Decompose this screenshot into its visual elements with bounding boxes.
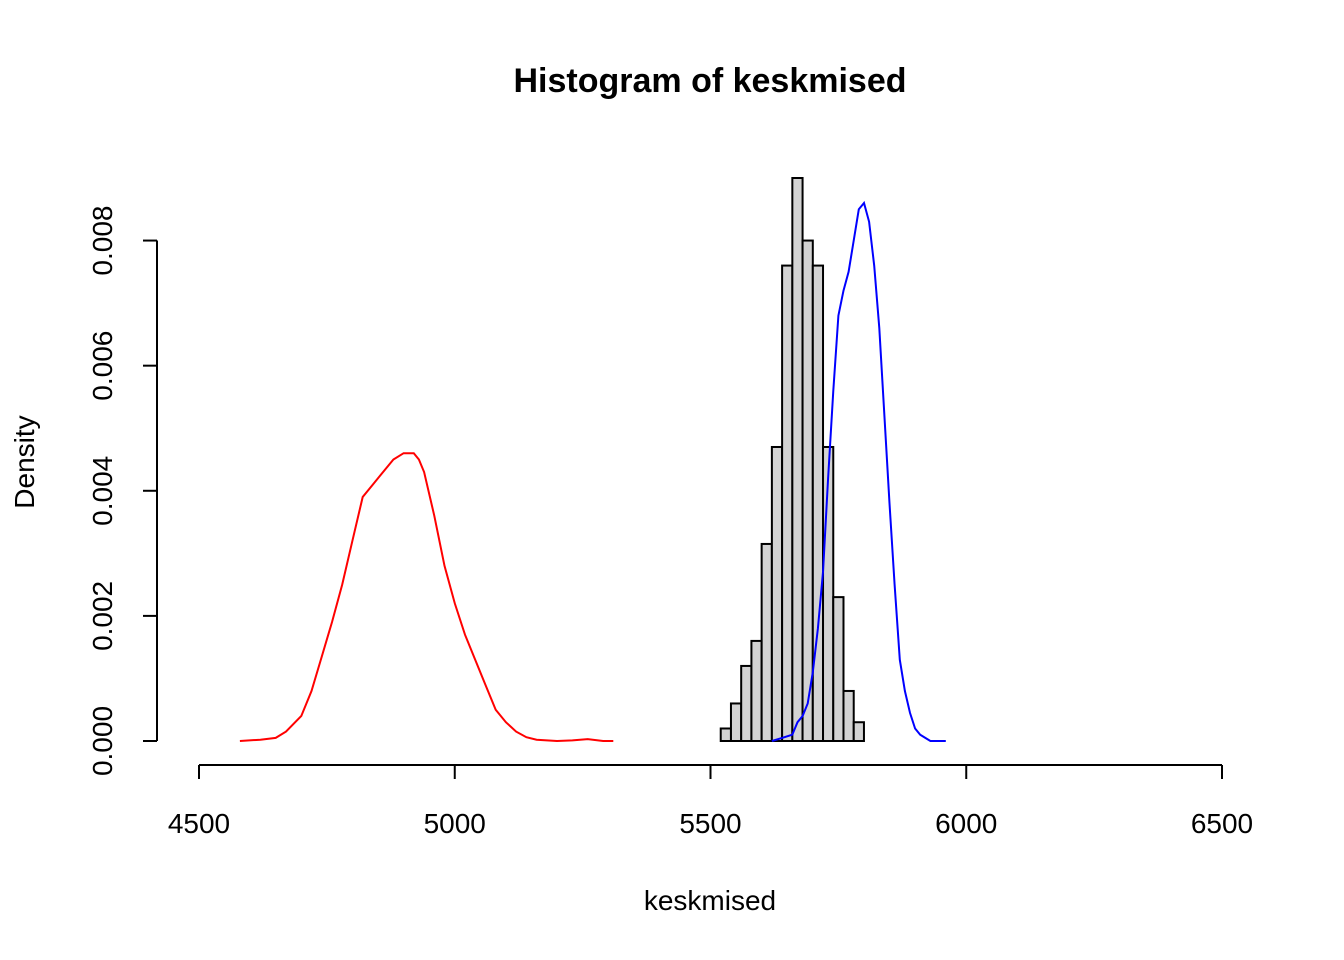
histogram-bar <box>740 664 753 743</box>
histogram-bar <box>781 264 794 742</box>
x-tick-label: 5500 <box>679 808 741 839</box>
x-axis: 4500 5000 5500 6000 6500 <box>168 764 1253 839</box>
histogram-bar <box>770 445 784 742</box>
histogram-bar <box>750 639 763 743</box>
y-tick-label: 0.000 <box>87 706 118 776</box>
x-tick-label: 4500 <box>168 808 230 839</box>
histogram-bars <box>719 177 865 743</box>
y-tick-label: 0.006 <box>87 331 118 401</box>
x-tick-label: 6500 <box>1191 808 1253 839</box>
histogram-bar <box>852 721 865 743</box>
x-tick-label: 5000 <box>424 808 486 839</box>
density-line-red <box>239 452 614 743</box>
histogram-bar <box>822 445 835 742</box>
histogram-bar <box>760 542 773 743</box>
y-axis-label: Density <box>9 415 40 508</box>
histogram-bar <box>811 264 825 742</box>
histogram-bar <box>791 177 804 742</box>
density-curves <box>239 200 946 743</box>
y-tick-label: 0.004 <box>87 456 118 526</box>
histogram-bar <box>729 702 743 743</box>
histogram-bar <box>842 689 855 743</box>
histogram-bar <box>719 727 732 743</box>
density-line-blue <box>771 200 946 742</box>
y-tick-label: 0.002 <box>87 581 118 651</box>
y-axis: 0.000 0.002 0.004 0.006 0.008 <box>87 206 158 776</box>
histogram-bar <box>801 239 814 743</box>
chart-title: Histogram of keskmised <box>513 62 906 100</box>
y-tick-label: 0.008 <box>87 206 118 276</box>
x-tick-label: 6000 <box>935 808 997 839</box>
histogram-bar <box>832 596 845 742</box>
x-axis-label: keskmised <box>644 885 776 916</box>
